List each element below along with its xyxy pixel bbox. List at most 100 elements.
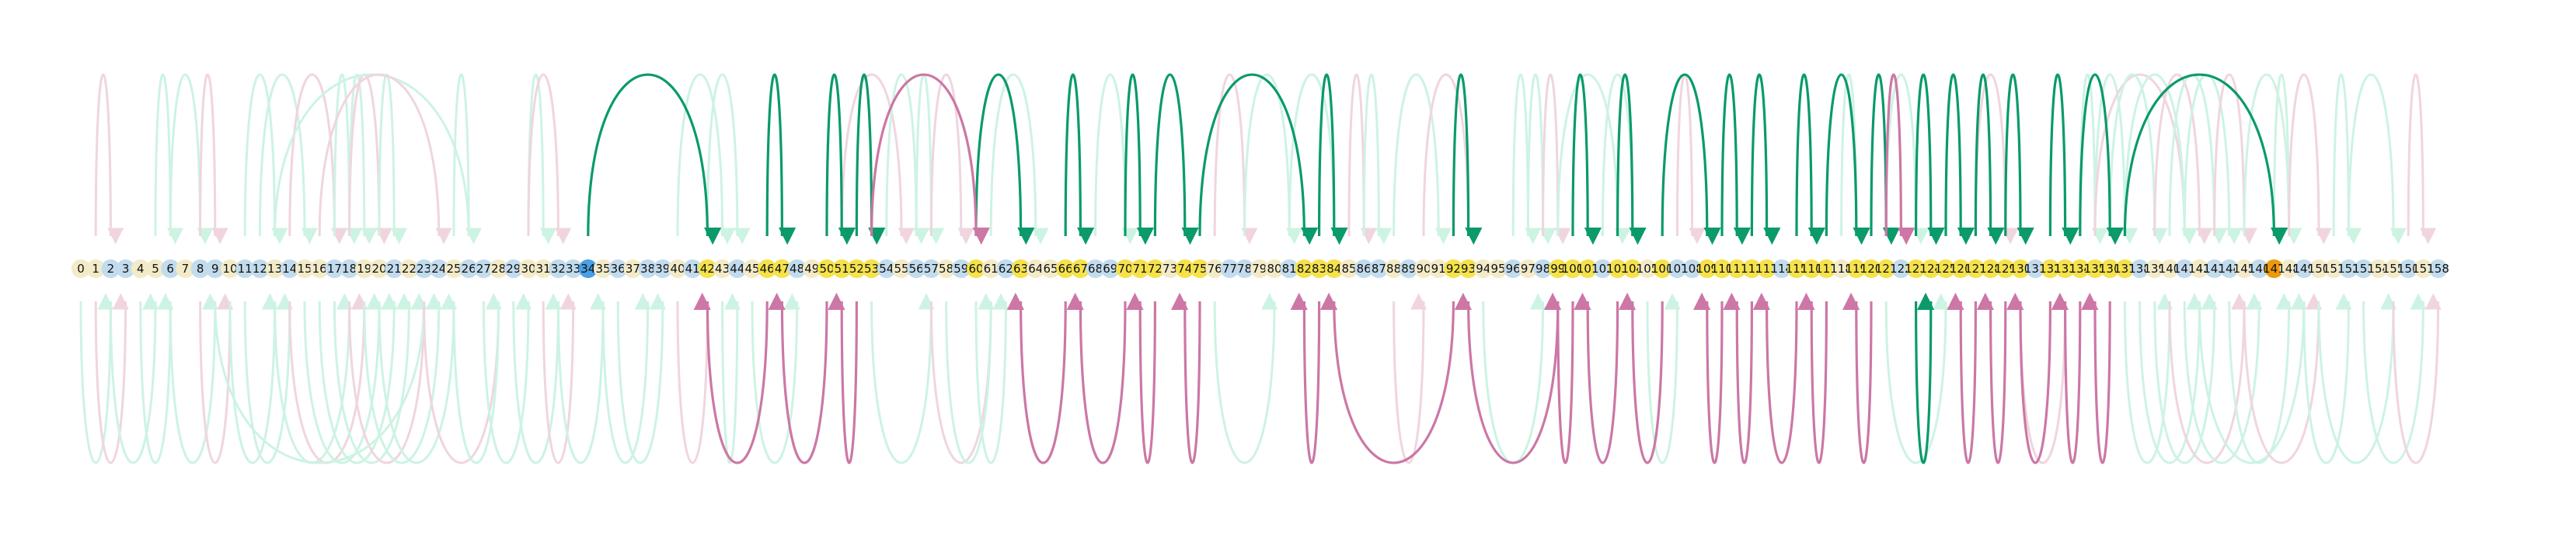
node-18 bbox=[340, 259, 359, 278]
node-38 bbox=[638, 259, 657, 278]
node-64 bbox=[1026, 259, 1045, 278]
faded-arc bbox=[378, 73, 407, 245]
forward-arc bbox=[1064, 73, 1095, 245]
node-16 bbox=[310, 259, 329, 278]
forward-arc bbox=[587, 73, 722, 245]
node-127 bbox=[1966, 259, 1985, 278]
node-label: 74 bbox=[1177, 262, 1192, 276]
node-20 bbox=[370, 259, 389, 278]
node-25 bbox=[444, 259, 463, 278]
faded-arc bbox=[2183, 73, 2243, 245]
faded-arc bbox=[1884, 293, 1950, 464]
node-label: 108 bbox=[1681, 262, 1703, 276]
faded-arc bbox=[929, 73, 974, 245]
node-117 bbox=[1817, 259, 1836, 278]
faded-arc bbox=[378, 293, 458, 464]
faded-arc bbox=[2139, 293, 2203, 464]
highlighted-arcs bbox=[587, 73, 2288, 464]
node-label: 103 bbox=[1606, 262, 1629, 276]
node-label: 91 bbox=[1431, 262, 1446, 276]
node-label: 130 bbox=[2010, 262, 2032, 276]
faded-arc bbox=[542, 293, 577, 464]
node-109 bbox=[1697, 259, 1717, 278]
node-label: 95 bbox=[1490, 262, 1505, 276]
faded-arc bbox=[109, 293, 159, 464]
faded-arc bbox=[199, 73, 228, 245]
node-label: 97 bbox=[1521, 262, 1535, 276]
node-56 bbox=[907, 259, 926, 278]
node-label: 141 bbox=[2173, 262, 2196, 276]
node-24 bbox=[429, 259, 448, 278]
node-66 bbox=[1056, 259, 1075, 278]
node-label: 128 bbox=[1979, 262, 2002, 276]
node-83 bbox=[1309, 259, 1329, 278]
node-label: 96 bbox=[1506, 262, 1521, 276]
forward-arc bbox=[1198, 73, 1319, 245]
node-27 bbox=[474, 259, 493, 278]
faded-arc bbox=[556, 293, 607, 464]
node-label: 2 bbox=[107, 262, 115, 276]
node-49 bbox=[802, 259, 821, 278]
node-label: 67 bbox=[1073, 262, 1088, 276]
node-label: 57 bbox=[924, 262, 939, 276]
node-113 bbox=[1757, 259, 1776, 278]
node-label: 47 bbox=[775, 262, 790, 276]
faded-arc bbox=[2302, 293, 2352, 464]
node-99 bbox=[1548, 259, 1567, 278]
node-label: 104 bbox=[1621, 262, 1644, 276]
node-10 bbox=[221, 259, 239, 278]
node-label: 110 bbox=[1711, 262, 1734, 276]
node-label: 14 bbox=[282, 262, 297, 276]
node-94 bbox=[1473, 259, 1493, 278]
node-label: 7 bbox=[182, 262, 190, 276]
faded-arc bbox=[169, 73, 214, 245]
node-140 bbox=[2160, 259, 2179, 278]
forward-arc bbox=[1571, 73, 1602, 245]
faded-arc bbox=[154, 73, 183, 245]
node-label: 4 bbox=[137, 262, 145, 276]
node-147 bbox=[2264, 259, 2284, 278]
node-label: 139 bbox=[2143, 262, 2166, 276]
node-label: 71 bbox=[1133, 262, 1148, 276]
node-157 bbox=[2414, 259, 2433, 278]
forward-arc bbox=[1452, 73, 1483, 245]
node-label: 24 bbox=[431, 262, 446, 276]
faded-arc bbox=[258, 73, 318, 245]
faded-arc bbox=[1393, 293, 1427, 464]
node-91 bbox=[1429, 259, 1448, 278]
node-label: 49 bbox=[804, 262, 819, 276]
node-label: 89 bbox=[1401, 262, 1416, 276]
node-label: 98 bbox=[1535, 262, 1550, 276]
node-148 bbox=[2279, 259, 2299, 278]
node-label: 149 bbox=[2292, 262, 2315, 276]
backward-arc bbox=[1319, 292, 1455, 464]
faded-arc bbox=[2153, 293, 2218, 464]
node-label: 68 bbox=[1088, 262, 1103, 276]
node-139 bbox=[2145, 259, 2164, 278]
node-label: 27 bbox=[476, 262, 491, 276]
faded-arc bbox=[169, 293, 218, 464]
faded-arc bbox=[2213, 73, 2257, 245]
node-97 bbox=[1518, 259, 1538, 278]
forward-arc bbox=[765, 73, 797, 245]
node-label: 102 bbox=[1591, 262, 1614, 276]
faded-arc bbox=[2392, 293, 2442, 464]
node-label: 135 bbox=[2084, 262, 2107, 276]
faded-arc bbox=[214, 293, 427, 464]
faded-arc bbox=[512, 293, 562, 464]
node-label: 122 bbox=[1890, 262, 1912, 276]
node-36 bbox=[608, 259, 628, 278]
faded-arc bbox=[1393, 73, 1452, 245]
node-label: 12 bbox=[253, 262, 267, 276]
node-120 bbox=[1862, 259, 1881, 278]
faded-arc bbox=[616, 293, 666, 464]
faded-arc bbox=[2243, 73, 2302, 245]
faded-arc bbox=[1675, 73, 1706, 245]
faded-arc bbox=[1213, 73, 1258, 245]
faded-arcs bbox=[79, 73, 2442, 464]
node-label: 23 bbox=[417, 262, 431, 276]
node-54 bbox=[877, 259, 896, 278]
node-label: 105 bbox=[1637, 262, 1659, 276]
node-57 bbox=[922, 259, 941, 278]
